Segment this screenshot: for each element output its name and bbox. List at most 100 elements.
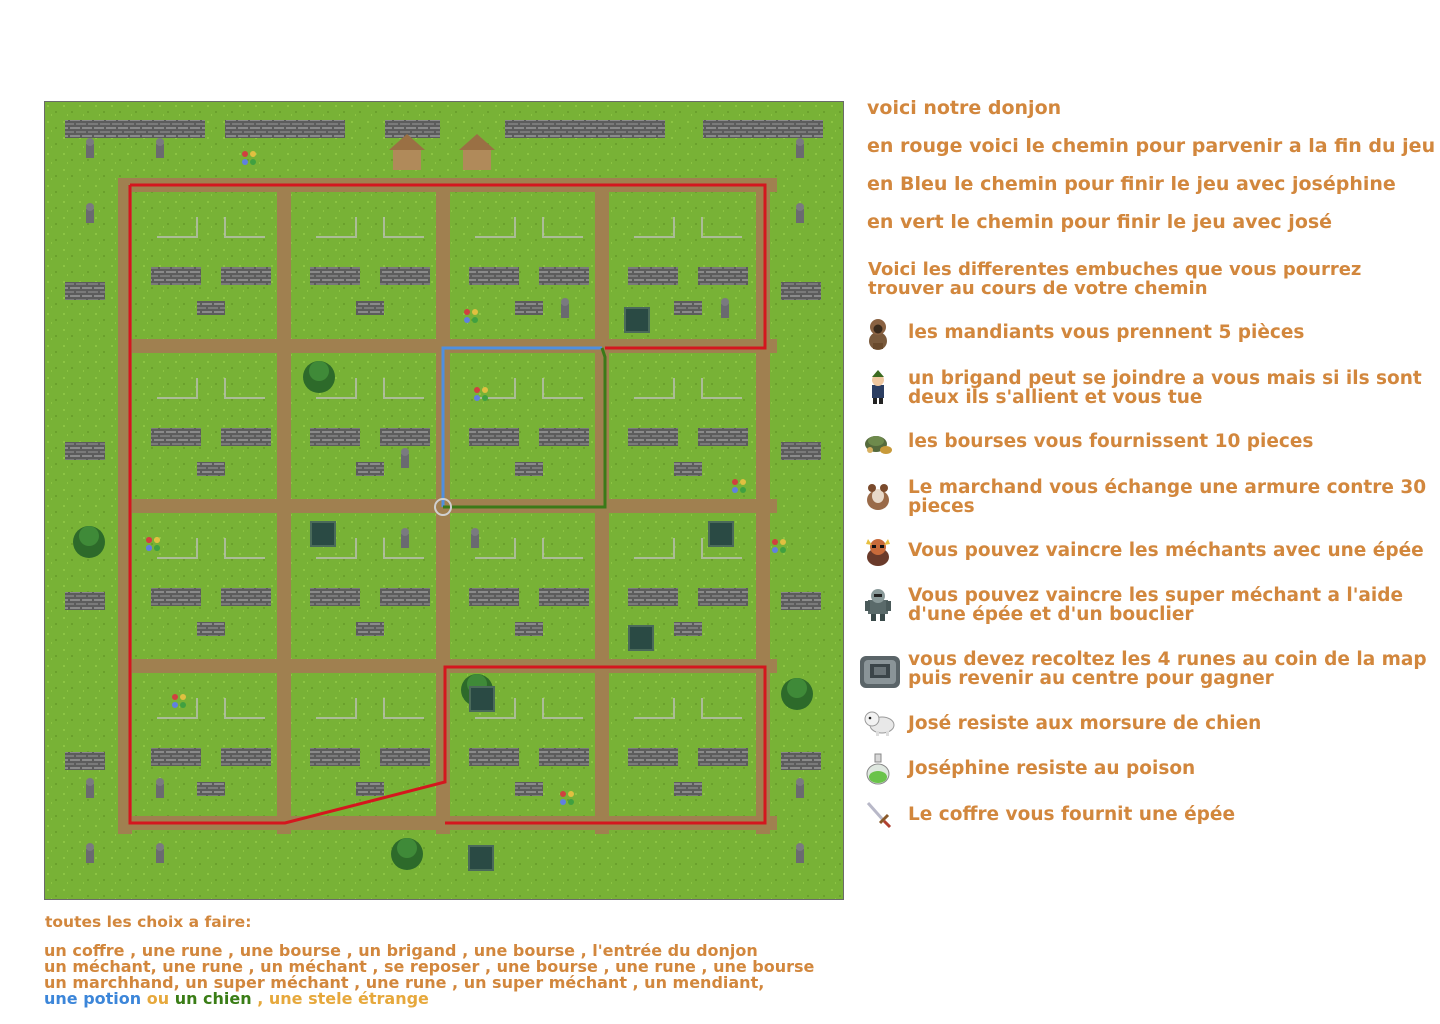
- blue-route: [441, 346, 602, 507]
- room-wall-right: [221, 588, 271, 606]
- outer-wall-segment: [385, 120, 440, 138]
- statue: [86, 209, 94, 223]
- statue-head: [156, 843, 164, 851]
- statue: [86, 144, 94, 158]
- room-wall-left: [469, 588, 519, 606]
- flower-patch: [154, 545, 160, 551]
- pond: [310, 521, 336, 547]
- room-wall-left: [469, 748, 519, 766]
- statue: [796, 849, 804, 863]
- outer-wall-segment: [225, 120, 345, 138]
- statue: [86, 849, 94, 863]
- statue-head: [796, 203, 804, 211]
- legend-text-brigand-2: deux ils s'allient et vous tue: [908, 387, 1203, 408]
- statue: [796, 209, 804, 223]
- legend-text-dog: José resiste aux morsure de chien: [908, 713, 1262, 734]
- outer-wall-segment: [703, 120, 823, 138]
- room-wall-left: [469, 267, 519, 285]
- flower-patch: [154, 537, 160, 543]
- room-wall-bottom: [356, 462, 384, 476]
- flower-patch: [464, 317, 470, 323]
- room-outline: [316, 217, 424, 238]
- room-wall-bottom: [356, 622, 384, 636]
- room-outline: [316, 378, 424, 399]
- room-wall-right: [380, 588, 430, 606]
- statue: [156, 784, 164, 798]
- purse-icon: [865, 436, 892, 454]
- room-wall-bottom: [197, 622, 225, 636]
- center-marker: [434, 498, 452, 516]
- legend-text-beggar: les mandiants vous prennent 5 pièces: [908, 322, 1305, 343]
- room-wall-right: [221, 748, 271, 766]
- legend-text-sword: Le coffre vous fournit une épée: [908, 804, 1236, 825]
- statue-head: [796, 778, 804, 786]
- room-outline: [475, 378, 583, 399]
- choices-line-4: une potion ou un chien , une stele étran…: [44, 991, 429, 1007]
- statue: [156, 144, 164, 158]
- route-lines: [128, 183, 767, 825]
- rune-stele-icon: [860, 656, 900, 688]
- merchant-icon: [867, 484, 889, 510]
- flower-patch: [568, 799, 574, 805]
- room-outline: [157, 378, 265, 399]
- choice-stele: , une stele étrange: [251, 989, 429, 1008]
- room-wall-right: [380, 748, 430, 766]
- room-wall-left: [469, 428, 519, 446]
- outer-wall-segment: [65, 120, 205, 138]
- side-wall-segment: [65, 592, 105, 610]
- room-outline: [634, 378, 742, 399]
- room-wall-bottom: [674, 462, 702, 476]
- brigand-icon: [872, 370, 884, 404]
- room-wall-bottom: [674, 301, 702, 315]
- room-wall-bottom: [515, 301, 543, 315]
- villain-icon: [866, 539, 890, 566]
- statue-head: [721, 298, 729, 306]
- room-outline: [157, 217, 265, 238]
- statue: [796, 784, 804, 798]
- room-wall-bottom: [197, 782, 225, 796]
- sword-icon: [866, 802, 892, 829]
- room-wall-right: [698, 428, 748, 446]
- flower-patch: [732, 487, 738, 493]
- statue-head: [471, 528, 479, 536]
- side-wall-segment: [65, 752, 105, 770]
- map-svg: [45, 102, 843, 899]
- flower-patch: [482, 395, 488, 401]
- legend-text-rune-1: vous devez recoltez les 4 runes au coin …: [908, 649, 1427, 670]
- flower-patch: [740, 487, 746, 493]
- pond: [708, 521, 734, 547]
- red-route-top: [130, 183, 767, 350]
- room-wall-right: [698, 588, 748, 606]
- flower-patch: [474, 395, 480, 401]
- legend-text-villain: Vous pouvez vaincre les méchants avec un…: [908, 540, 1424, 561]
- flower-patch: [740, 479, 746, 485]
- legend-text-purse: les bourses vous fournissent 10 pieces: [908, 431, 1314, 452]
- flower-patch: [464, 309, 470, 315]
- side-wall-segment: [781, 752, 821, 770]
- hut-wall: [393, 148, 421, 170]
- flower-patch: [560, 799, 566, 805]
- pond: [468, 845, 494, 871]
- flower-patch: [472, 309, 478, 315]
- flower-patch: [172, 694, 178, 700]
- legend-text-super-villain-2: d'une épée et d'un bouclier: [908, 604, 1194, 625]
- statue: [86, 784, 94, 798]
- intro-title: voici notre donjon: [867, 97, 1062, 119]
- statue: [156, 849, 164, 863]
- room-wall-right: [539, 267, 589, 285]
- green-route: [443, 347, 607, 509]
- choices-line-2: un méchant, une rune , un méchant , se r…: [44, 957, 815, 976]
- side-wall-segment: [65, 282, 105, 300]
- room-wall-bottom: [356, 782, 384, 796]
- flower-patch: [146, 537, 152, 543]
- statue-head: [156, 138, 164, 146]
- room-outline: [157, 698, 265, 719]
- flower-patch: [772, 539, 778, 545]
- room-wall-left: [151, 588, 201, 606]
- flower-patch: [780, 539, 786, 545]
- room-wall-right: [698, 267, 748, 285]
- flower-patch: [560, 791, 566, 797]
- room-wall-left: [151, 428, 201, 446]
- intro-red-path: en rouge voici le chemin pour parvenir a…: [867, 135, 1436, 157]
- room-outline: [475, 217, 583, 238]
